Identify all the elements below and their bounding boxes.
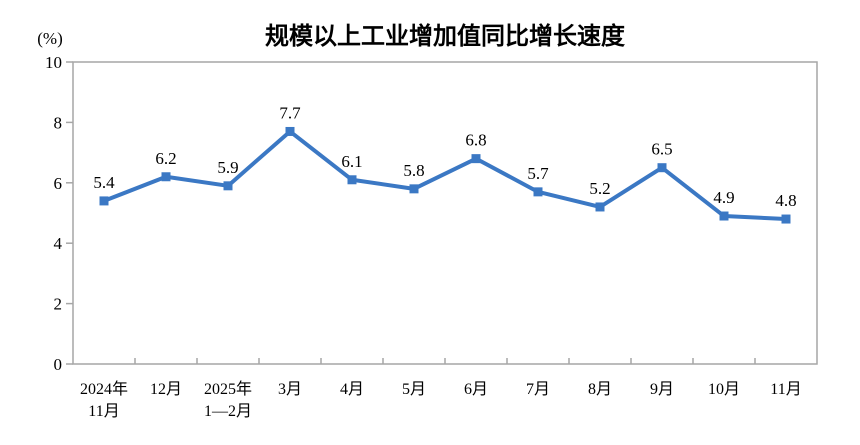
y-tick-label: 6 — [54, 174, 63, 193]
data-point-value: 6.8 — [465, 131, 486, 150]
data-point-value: 5.8 — [403, 161, 424, 180]
x-category-label: 7月 — [526, 381, 550, 398]
x-category-label: 1—2月 — [204, 403, 252, 420]
data-point-marker — [347, 175, 357, 185]
data-point-markers — [99, 126, 791, 224]
x-category-label: 2025年 — [204, 380, 252, 398]
data-point-value-labels: 5.4 6.2 5.9 7.7 6.1 5.8 6.8 5.7 5.2 6.5 4.9 4.8 — [93, 103, 796, 210]
data-point-marker — [657, 163, 667, 173]
x-category-label: 10月 — [708, 381, 740, 398]
data-point-marker — [285, 126, 295, 136]
chart-title: 规模以上工业增加值同比增长速度 — [265, 22, 626, 50]
data-point-value: 5.7 — [527, 164, 549, 183]
data-point-marker — [533, 187, 543, 197]
x-category-label: 11月 — [770, 381, 801, 398]
x-category-label: 3月 — [278, 381, 302, 398]
y-tick-label: 8 — [54, 113, 63, 132]
data-point-marker — [719, 211, 729, 221]
data-point-value: 6.2 — [155, 149, 176, 168]
y-tick-label: 10 — [45, 53, 62, 72]
data-point-value: 4.9 — [713, 188, 734, 207]
data-point-marker — [99, 196, 109, 206]
y-tick-label: 0 — [54, 355, 63, 374]
data-line-series — [102, 129, 788, 222]
data-point-marker — [471, 154, 481, 164]
y-axis-unit-label: (%) — [37, 29, 62, 48]
x-category-label: 8月 — [588, 381, 612, 398]
data-point-value: 7.7 — [279, 103, 301, 122]
data-point-marker — [409, 184, 419, 194]
data-point-value: 5.9 — [217, 158, 238, 177]
series-line — [102, 129, 788, 222]
x-category-label: 6月 — [464, 381, 488, 398]
data-point-marker — [595, 202, 605, 212]
x-category-label: 4月 — [340, 381, 364, 398]
data-point-value: 4.8 — [775, 191, 796, 210]
data-point-marker — [223, 181, 233, 191]
y-axis-ticks — [66, 61, 73, 365]
x-category-label: 5月 — [402, 381, 426, 398]
x-axis-tick-labels: 2024年 11月 12月 2025年 1—2月 3月 4月 5月 6月 7月 8月 9月 10月 11月 — [80, 380, 802, 420]
data-point-marker — [781, 214, 791, 224]
x-category-label: 12月 — [150, 381, 182, 398]
y-tick-label: 4 — [54, 234, 63, 253]
x-category-label: 2024年 — [80, 380, 128, 398]
x-axis-ticks — [134, 358, 756, 364]
x-category-label: 11月 — [88, 403, 119, 420]
y-axis-tick-labels: 0 2 4 6 8 10 — [45, 53, 63, 374]
y-tick-label: 2 — [54, 295, 63, 314]
data-point-value: 5.4 — [93, 173, 115, 192]
data-point-value: 6.5 — [651, 140, 672, 159]
data-point-value: 5.2 — [589, 179, 610, 198]
data-point-value: 6.1 — [341, 152, 362, 171]
plot-border — [72, 61, 818, 365]
data-point-marker — [161, 172, 171, 182]
x-category-label: 9月 — [650, 381, 674, 398]
